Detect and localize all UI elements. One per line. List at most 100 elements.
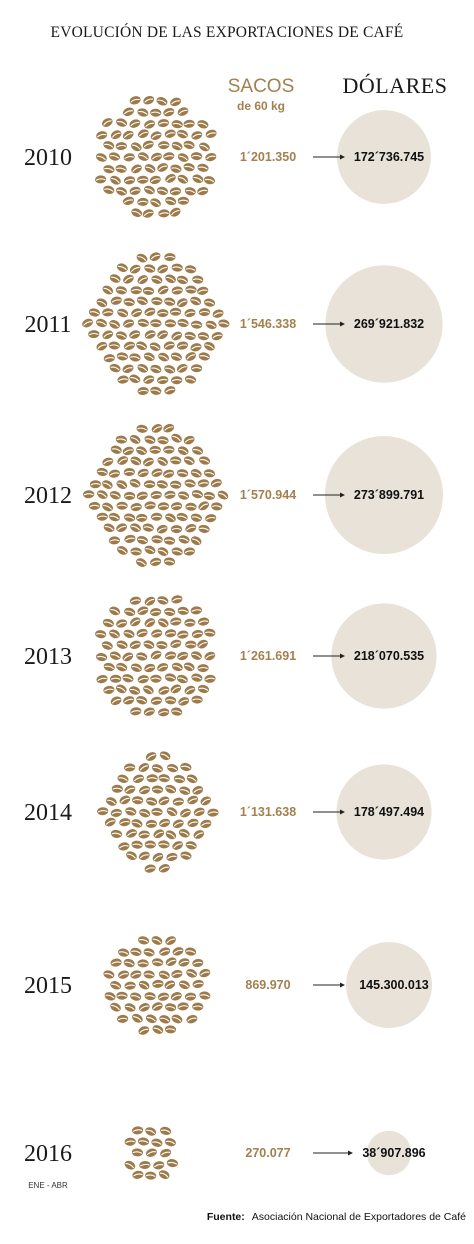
coffee-bean-icon xyxy=(192,979,204,988)
coffee-bean-icon xyxy=(157,285,169,295)
coffee-bean-icon xyxy=(149,445,161,454)
coffee-bean-icon xyxy=(158,209,170,218)
coffee-bean-icon xyxy=(124,1137,136,1146)
coffee-bean-icon xyxy=(164,1025,177,1034)
dolares-value: 178´497.494 xyxy=(354,805,424,819)
coffee-bean-icon xyxy=(172,841,183,850)
dollar-circle xyxy=(325,436,443,554)
coffee-bean-icon xyxy=(145,1148,157,1157)
coffee-bean-icon xyxy=(166,1159,178,1168)
coffee-bean-icon xyxy=(130,523,141,533)
coffee-bean-icon xyxy=(198,501,209,511)
dollar-circle xyxy=(331,603,437,709)
coffee-bean-icon xyxy=(177,469,189,478)
coffee-bean-icon xyxy=(110,981,122,990)
sacos-column-header: SACOS xyxy=(228,76,295,97)
coffee-bean-icon xyxy=(130,947,142,956)
coffee-bean-icon xyxy=(191,673,203,682)
coffee-bean-icon xyxy=(109,490,121,500)
coffee-bean-icon xyxy=(165,936,176,945)
source-label: Fuente: xyxy=(207,1211,245,1223)
coffee-bean-icon xyxy=(150,386,162,395)
coffee-bean-icon xyxy=(171,547,183,556)
coffee-bean-icon xyxy=(116,640,128,649)
coffee-bean-icon xyxy=(152,958,164,967)
coffee-bean-icon xyxy=(117,546,128,555)
coffee-bean-icon xyxy=(192,786,204,795)
coffee-bean-icon xyxy=(138,830,150,839)
coffee-bean-icon xyxy=(179,786,191,795)
coffee-bean-icon xyxy=(116,480,128,489)
coffee-bean-icon xyxy=(158,1170,170,1179)
coffee-bean-icon xyxy=(116,619,128,628)
dollar-circle xyxy=(346,942,432,1028)
coffee-bean-icon xyxy=(129,478,141,488)
coffee-bean-icon xyxy=(150,198,161,208)
coffee-bean-icon xyxy=(158,141,170,150)
coffee-bean-icon xyxy=(96,512,108,521)
coffee-bean-icon xyxy=(143,95,155,105)
coffee-bean-icon xyxy=(165,957,177,967)
coffee-bean-icon xyxy=(165,629,177,638)
coffee-bean-icon xyxy=(110,1002,121,1012)
coffee-bean-icon xyxy=(158,686,170,695)
sacos-value: 1´546.338 xyxy=(240,317,296,331)
coffee-bean-icon xyxy=(104,992,116,1001)
coffee-bean-icon xyxy=(137,606,149,615)
coffee-bean-icon xyxy=(102,285,114,295)
coffee-bean-icon xyxy=(176,363,188,373)
coffee-bean-icon xyxy=(165,1003,177,1012)
coffee-bean-icon xyxy=(144,435,156,444)
coffee-bean-icon xyxy=(139,1160,151,1170)
coffee-bean-icon xyxy=(115,164,127,173)
coffee-bean-icon xyxy=(184,479,196,488)
coffee-bean-icon xyxy=(197,332,209,341)
coffee-bean-icon xyxy=(143,375,155,384)
coffee-bean-icon xyxy=(97,807,109,816)
coffee-bean-icon xyxy=(145,1014,157,1024)
coffee-bean-icon xyxy=(124,491,136,500)
coffee-bean-icon xyxy=(143,970,155,979)
coffee-bean-icon xyxy=(150,319,162,328)
coffee-bean-icon xyxy=(109,320,120,329)
coffee-bean-icon xyxy=(200,819,212,829)
coffee-bean-icon xyxy=(136,652,148,661)
source-text: Asociación Nacional de Exportadores de C… xyxy=(252,1211,466,1223)
coffee-bean-icon xyxy=(109,629,120,639)
coffee-bean-icon xyxy=(190,469,202,478)
coffee-bean-icon xyxy=(116,523,127,532)
coffee-bean-icon xyxy=(192,446,204,455)
coffee-bean-icon xyxy=(96,341,108,351)
coffee-bean-cluster xyxy=(124,1126,178,1180)
coffee-bean-icon xyxy=(163,445,175,454)
coffee-bean-icon xyxy=(132,1170,144,1179)
coffee-bean-icon xyxy=(159,751,171,761)
coffee-bean-icon xyxy=(123,274,134,284)
coffee-bean-icon xyxy=(130,970,142,979)
coffee-bean-icon xyxy=(116,501,128,510)
coffee-bean-icon xyxy=(109,606,121,616)
coffee-bean-icon xyxy=(129,596,141,605)
coffee-bean-icon xyxy=(164,253,176,262)
coffee-bean-icon xyxy=(108,512,120,522)
coffee-bean-icon xyxy=(152,852,164,862)
coffee-bean-icon xyxy=(136,296,148,306)
coffee-bean-icon xyxy=(102,480,113,489)
coffee-bean-icon xyxy=(163,536,176,545)
coffee-bean-icon xyxy=(173,775,185,784)
coffee-bean-icon xyxy=(129,434,141,444)
coffee-bean-icon xyxy=(142,209,154,218)
coffee-bean-icon xyxy=(108,341,120,350)
coffee-bean-cluster xyxy=(95,595,216,717)
coffee-bean-icon xyxy=(177,1002,189,1011)
coffee-bean-icon xyxy=(104,817,116,827)
coffee-bean-icon xyxy=(177,174,189,184)
coffee-bean-icon xyxy=(164,365,176,374)
coffee-bean-icon xyxy=(164,1138,176,1147)
coffee-bean-icon xyxy=(123,153,135,162)
coffee-bean-icon xyxy=(110,296,122,305)
coffee-bean-icon xyxy=(123,467,135,477)
coffee-bean-icon xyxy=(118,970,129,979)
coffee-bean-icon xyxy=(130,503,142,512)
coffee-bean-icon xyxy=(191,320,203,329)
